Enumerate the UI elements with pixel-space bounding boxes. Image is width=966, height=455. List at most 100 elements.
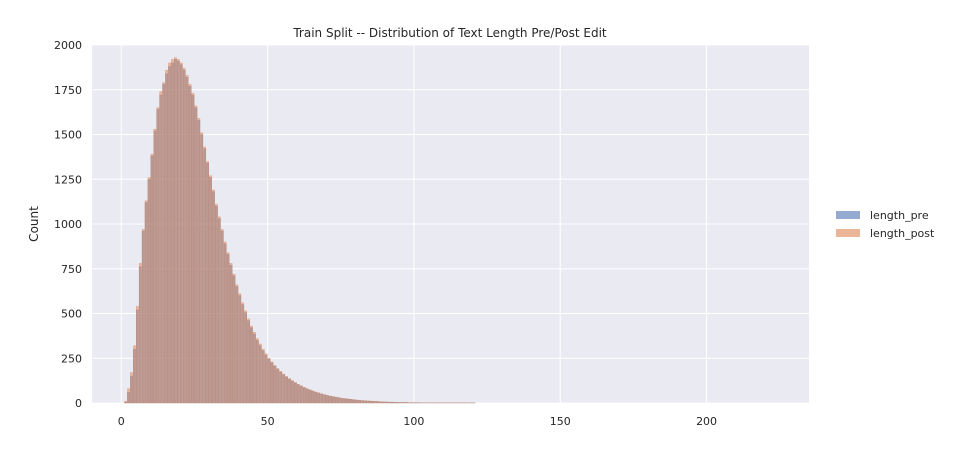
bar-length-post: [352, 399, 356, 404]
bar-length-post: [232, 273, 236, 404]
bar-length-post: [387, 401, 391, 404]
bar-length-post: [235, 284, 239, 404]
bar-length-post: [282, 373, 286, 404]
bar-length-post: [174, 57, 177, 404]
bar-length-post: [288, 378, 291, 404]
bar-length-post: [209, 175, 212, 404]
bar-length-post: [200, 132, 204, 404]
bar-length-post: [191, 93, 195, 404]
histogram-bars: [124, 57, 476, 404]
bar-length-post: [311, 390, 315, 404]
bar-length-post: [320, 393, 324, 404]
bar-length-post: [141, 229, 145, 404]
x-tick-label: 50: [261, 415, 275, 428]
bar-length-post: [299, 385, 303, 404]
bar-length-post: [340, 397, 344, 404]
bar-length-post: [206, 161, 209, 404]
bar-length-post: [238, 293, 242, 404]
bar-length-post: [294, 382, 297, 404]
bar-length-post: [220, 229, 224, 404]
bar-length-post: [317, 392, 321, 404]
bar-length-post: [308, 389, 312, 404]
bar-length-post: [229, 263, 233, 404]
bar-length-post: [182, 68, 186, 404]
bar-length-post: [127, 388, 130, 404]
y-tick-label: 0: [75, 397, 82, 410]
bar-length-post: [244, 310, 248, 404]
bar-length-post: [138, 263, 142, 404]
bar-length-post: [150, 153, 154, 404]
bar-length-post: [373, 401, 376, 404]
bar-length-post: [223, 241, 227, 404]
chart-title: Train Split -- Distribution of Text Leng…: [292, 26, 607, 40]
bar-length-post: [337, 397, 341, 404]
x-tick-labels: 0 50 100 150 200: [118, 415, 717, 428]
bar-length-post: [226, 252, 230, 404]
bar-length-post: [279, 371, 283, 404]
bar-length-post: [370, 400, 373, 404]
y-tick-label: 1250: [54, 173, 82, 186]
bar-length-post: [258, 343, 262, 404]
bar-length-post: [133, 345, 136, 404]
bar-length-post: [135, 306, 139, 404]
bar-length-post: [335, 396, 338, 404]
bar-length-post: [358, 400, 362, 404]
bar-length-post: [153, 128, 157, 404]
bar-length-post: [402, 402, 406, 404]
bar-length-post: [217, 216, 221, 404]
bar-length-post: [381, 401, 385, 404]
bar-length-post: [355, 399, 359, 404]
bar-length-post: [276, 368, 280, 404]
bar-length-post: [302, 387, 306, 404]
legend-label-length-post: length_post: [870, 227, 935, 240]
bar-length-post: [156, 107, 160, 404]
bar-length-post: [393, 402, 397, 404]
bar-length-post: [364, 400, 367, 404]
y-tick-label: 2000: [54, 39, 82, 52]
bar-length-post: [346, 398, 350, 404]
bar-length-post: [215, 204, 218, 404]
bar-length-post: [168, 62, 171, 404]
bar-length-post: [326, 395, 329, 404]
y-tick-label: 250: [61, 352, 82, 365]
legend-swatch-length-post: [836, 229, 860, 237]
bar-length-post: [176, 59, 180, 404]
bar-length-post: [367, 400, 370, 404]
bar-length-post: [130, 372, 133, 404]
bar-length-post: [144, 200, 148, 404]
bar-length-post: [197, 118, 201, 404]
bar-length-post: [390, 401, 394, 404]
bar-length-post: [264, 353, 268, 404]
legend-label-length-pre: length_pre: [870, 209, 929, 222]
bar-length-post: [188, 84, 192, 404]
y-tick-label: 1500: [54, 129, 82, 142]
bar-length-post: [273, 365, 277, 404]
bar-length-post: [241, 302, 245, 404]
x-tick-label: 100: [403, 415, 424, 428]
bar-length-post: [165, 69, 168, 404]
bar-length-post: [378, 401, 382, 404]
bar-length-post: [261, 349, 265, 404]
bar-length-post: [396, 402, 400, 404]
bar-length-post: [194, 105, 198, 404]
y-tick-label: 1750: [54, 84, 82, 97]
x-tick-label: 0: [118, 415, 125, 428]
bar-length-post: [399, 402, 403, 404]
bar-length-post: [296, 384, 300, 404]
bar-length-post: [323, 394, 327, 404]
bar-length-post: [270, 361, 274, 404]
legend: length_pre length_post: [836, 209, 935, 240]
bar-length-post: [250, 325, 253, 404]
bar-length-post: [305, 388, 309, 404]
bar-length-post: [147, 177, 151, 404]
bar-length-post: [124, 401, 128, 404]
bar-length-post: [349, 399, 353, 404]
bar-length-post: [255, 338, 259, 404]
bar-length-post: [314, 391, 318, 404]
bar-length-post: [212, 189, 215, 404]
bar-length-post: [247, 318, 250, 404]
bar-length-post: [361, 400, 365, 404]
bar-length-post: [405, 402, 408, 404]
y-tick-label: 500: [61, 308, 82, 321]
